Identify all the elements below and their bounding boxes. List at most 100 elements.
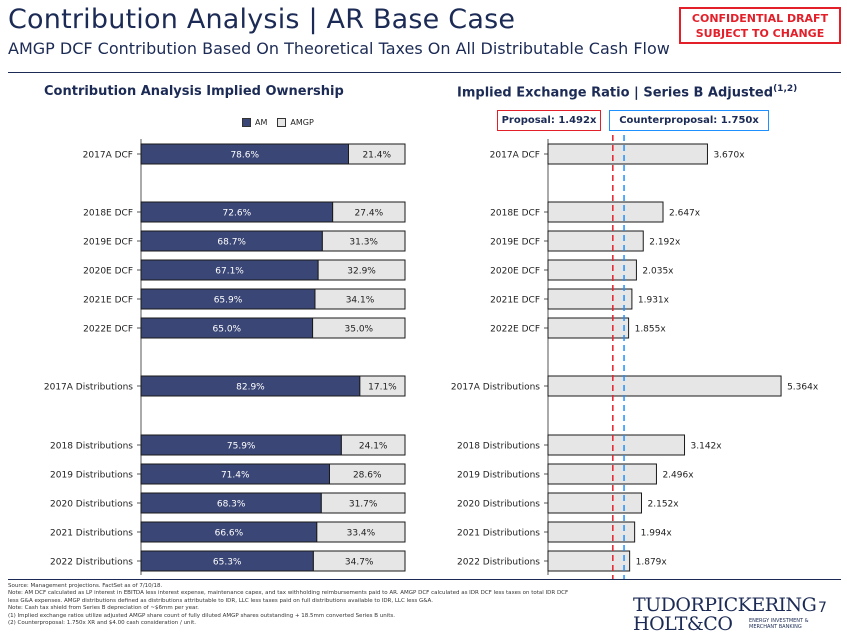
ratio-bar-2020-distributions <box>547 492 643 514</box>
confidential-line-2: SUBJECT TO CHANGE <box>695 27 825 40</box>
ratio-bar-2021e-dcf <box>547 288 633 310</box>
ratio-bar-2020e-dcf <box>547 259 637 281</box>
confidential-line-1: CONFIDENTIAL DRAFT <box>691 12 829 25</box>
footnote-note-1-cont: less G&A expenses. AMGP distributions de… <box>8 597 433 604</box>
ratio-bar-2018e-dcf <box>547 201 664 223</box>
legend-label-amgp: AMGP <box>290 118 314 127</box>
ratio-value-label: 1.994x <box>641 529 673 539</box>
ratio-bar-2019e-dcf <box>547 230 644 252</box>
ratio-category-label: 2017A DCF <box>490 151 540 161</box>
amgp-value-label: 33.4% <box>347 529 376 539</box>
amgp-bar-2022e-dcf <box>312 317 406 339</box>
logo-tagline-1: ENERGY INVESTMENT & <box>749 618 809 624</box>
ratio-value-label: 1.931x <box>638 296 670 306</box>
ratio-category-label: 2018 Distributions <box>457 442 540 452</box>
ratio-value-label: 1.855x <box>635 325 667 335</box>
right-panel-heading: Implied Exchange Ratio | Series B Adjust… <box>457 84 797 100</box>
page-number: 7 <box>818 600 827 616</box>
amgp-bar-2021e-dcf <box>314 288 406 310</box>
ratio-value-label: 2.496x <box>662 471 694 481</box>
amgp-bar-2017a-dcf <box>348 143 406 165</box>
amgp-bar-2022-distributions <box>312 550 406 572</box>
ratio-category-label: 2020E DCF <box>490 267 540 277</box>
counterproposal-box: Counterproposal: 1.750x <box>609 110 769 131</box>
ratio-bar-2018-distributions <box>547 434 686 456</box>
am-value-label: 65.9% <box>214 296 243 306</box>
am-value-label: 65.3% <box>213 558 242 568</box>
amgp-value-label: 28.6% <box>353 471 382 481</box>
ratio-bar-2019-distributions <box>547 463 657 485</box>
ratio-category-label: 2017A Distributions <box>451 383 540 393</box>
ratio-bar-2017a-distributions <box>547 375 782 397</box>
ownership-category-label: 2017A DCF <box>83 151 133 161</box>
ratio-value-label: 2.035x <box>642 267 674 277</box>
amgp-bar-2020-distributions <box>320 492 406 514</box>
ownership-category-label: 2019 Distributions <box>50 471 133 481</box>
am-value-label: 78.6% <box>230 151 259 161</box>
ownership-category-label: 2020E DCF <box>83 267 133 277</box>
ratio-value-label: 2.152x <box>648 500 680 510</box>
footnotes: Source: Management projections. FactSet … <box>8 583 608 627</box>
footnote-2: (2) Counterproposal: 1.750x XR and $4.00… <box>8 620 196 627</box>
am-value-label: 72.6% <box>223 209 252 219</box>
left-panel-heading: Contribution Analysis Implied Ownership <box>44 84 344 99</box>
ratio-category-label: 2021 Distributions <box>457 529 540 539</box>
amgp-bar-2019-distributions <box>328 463 406 485</box>
ownership-category-label: 2018E DCF <box>83 209 133 219</box>
am-value-label: 82.9% <box>236 383 265 393</box>
ratio-category-label: 2022E DCF <box>490 325 540 335</box>
amgp-value-label: 21.4% <box>362 151 391 161</box>
amgp-bar-2020e-dcf <box>317 259 406 281</box>
ownership-category-label: 2017A Distributions <box>44 383 133 393</box>
confidential-stamp: CONFIDENTIAL DRAFT SUBJECT TO CHANGE <box>679 7 841 44</box>
ownership-category-label: 2018 Distributions <box>50 442 133 452</box>
ratio-category-label: 2021E DCF <box>490 296 540 306</box>
am-value-label: 67.1% <box>215 267 244 277</box>
exchange-ratio-chart: 2017A DCF 3.670x 2018E DCF 2.647x 2019E DCF 2… <box>451 135 819 579</box>
amgp-bar-2019e-dcf <box>321 230 406 252</box>
am-value-label: 71.4% <box>221 471 250 481</box>
amgp-bar-2018-distributions <box>340 434 406 456</box>
ratio-value-label: 3.670x <box>713 151 745 161</box>
amgp-value-label: 35.0% <box>345 325 374 335</box>
footnote-note-2: Note: Cash tax shield from Series B depr… <box>8 605 199 612</box>
amgp-value-label: 31.7% <box>349 500 378 510</box>
logo-line-1: TUDORPICKERING <box>633 594 817 616</box>
ratio-bar-2021-distributions <box>547 521 636 543</box>
am-value-label: 75.9% <box>227 442 256 452</box>
legend-swatch-am <box>242 118 251 127</box>
header-rule <box>8 72 841 73</box>
am-value-label: 66.6% <box>215 529 244 539</box>
amgp-value-label: 17.1% <box>368 383 397 393</box>
legend-label-am: AM <box>255 118 268 127</box>
ratio-bar-2022-distributions <box>547 550 631 572</box>
page-title: Contribution Analysis | AR Base Case <box>8 4 516 35</box>
footnote-1: (1) Implied exchange ratios utilize adju… <box>8 612 396 619</box>
ownership-category-label: 2020 Distributions <box>50 500 133 510</box>
page-subtitle: AMGP DCF Contribution Based On Theoretic… <box>8 39 670 58</box>
ratio-bar-2017a-dcf <box>547 143 708 165</box>
right-panel-heading-text: Implied Exchange Ratio | Series B Adjust… <box>457 85 774 101</box>
footer-rule <box>8 579 841 580</box>
amgp-value-label: 24.1% <box>359 442 388 452</box>
ratio-category-label: 2020 Distributions <box>457 500 540 510</box>
amgp-value-label: 27.4% <box>355 209 384 219</box>
ratio-bar-2022e-dcf <box>547 317 630 339</box>
footnote-source: Source: Management projections. FactSet … <box>8 583 163 589</box>
chart-legend: AM AMGP <box>232 118 314 127</box>
ratio-value-label: 5.364x <box>787 383 819 393</box>
amgp-value-label: 34.7% <box>345 558 374 568</box>
ratio-category-label: 2018E DCF <box>490 209 540 219</box>
ratio-value-label: 2.192x <box>649 238 681 248</box>
ownership-category-label: 2021 Distributions <box>50 529 133 539</box>
logo-tagline: ENERGY INVESTMENT & MERCHANT BANKING <box>749 618 809 630</box>
ratio-value-label: 2.647x <box>669 209 701 219</box>
right-panel-heading-sup: (1,2) <box>773 84 798 94</box>
logo-line-2: HOLT&CO <box>633 613 733 635</box>
tph-logo: TUDORPICKERING HOLT&CO ENERGY INVESTMENT… <box>633 594 817 635</box>
ownership-category-label: 2019E DCF <box>83 238 133 248</box>
footnote-note-1: Note: AM DCF calculated as LP interest i… <box>8 590 569 597</box>
ratio-category-label: 2019E DCF <box>490 238 540 248</box>
ratio-category-label: 2022 Distributions <box>457 558 540 568</box>
proposal-box: Proposal: 1.492x <box>497 110 601 131</box>
